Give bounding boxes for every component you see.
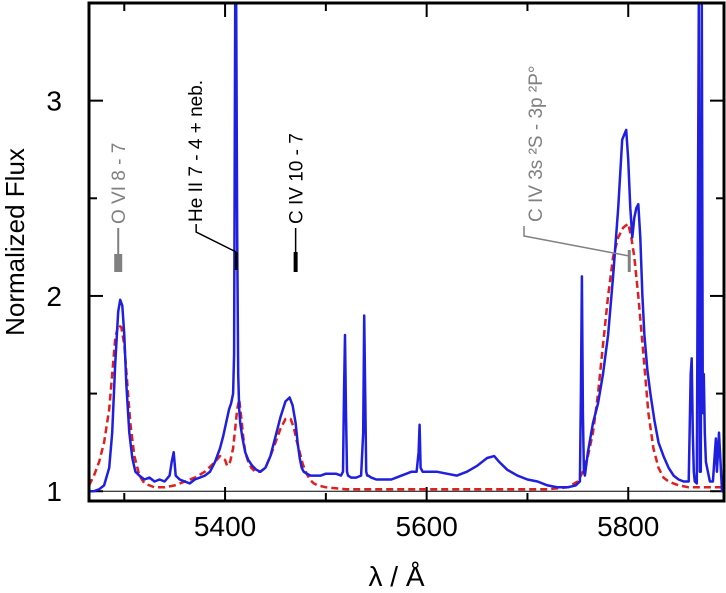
line-id-label: C IV 10 - 7 — [287, 133, 308, 224]
x-tick-label: 5800 — [597, 511, 659, 542]
y-tick-label: 1 — [46, 476, 62, 507]
series-line-model — [89, 222, 724, 491]
x-tick-label: 5600 — [396, 511, 458, 542]
marker-leader — [195, 224, 237, 253]
marker-leader — [523, 226, 630, 257]
x-tick-label: 5400 — [194, 511, 256, 542]
plot-frame — [87, 1, 726, 503]
line-id-label: He II 7 - 4 + neb. — [186, 80, 207, 222]
y-tick-label: 2 — [46, 281, 62, 312]
line-marker — [114, 254, 123, 272]
y-axis-label: Normalized Flux — [0, 148, 30, 336]
x-axis-label: λ / Å — [368, 561, 424, 592]
series-line-observed — [89, 3, 724, 493]
line-id-label: O VI 8 - 7 — [109, 143, 130, 224]
line-id-label: C IV 3s ²S - 3p ²P° — [526, 66, 547, 222]
y-tick-label: 3 — [46, 86, 62, 117]
